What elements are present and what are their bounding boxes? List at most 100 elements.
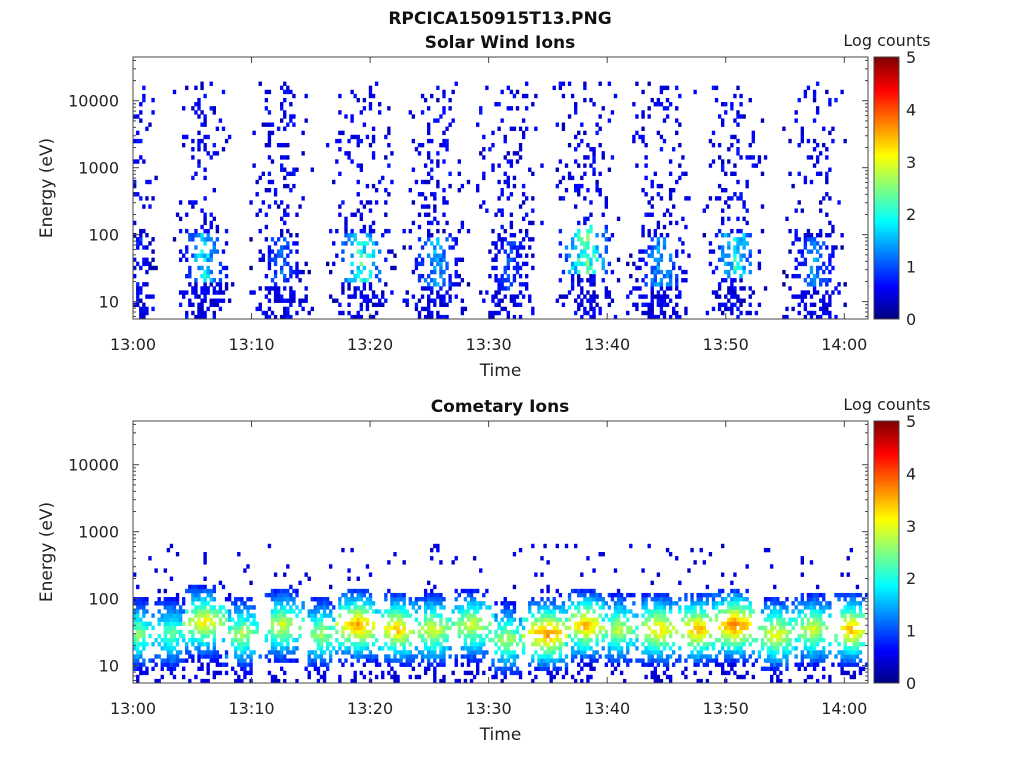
heatmap-cell <box>653 269 657 275</box>
heatmap-cell <box>668 597 673 602</box>
heatmap-cell <box>748 294 752 299</box>
heatmap-cell <box>583 646 587 651</box>
heatmap-cell <box>809 179 814 185</box>
heatmap-cell <box>748 286 752 291</box>
heatmap-cell <box>362 629 367 635</box>
heatmap-cell <box>212 642 216 647</box>
heatmap-cell <box>393 621 397 626</box>
heatmap-cell <box>809 654 814 659</box>
heatmap-cell <box>815 110 820 115</box>
heatmap-cell <box>659 183 664 189</box>
colorbar-segment <box>874 157 899 161</box>
heatmap-cell <box>570 646 575 651</box>
heatmap-cell <box>283 678 287 684</box>
heatmap-cell <box>463 678 468 684</box>
heatmap-cell <box>227 613 232 618</box>
heatmap-cell <box>200 609 204 614</box>
heatmap-cell <box>665 601 670 606</box>
heatmap-cell <box>730 597 734 602</box>
heatmap-cell <box>770 597 774 602</box>
heatmap-cell <box>405 662 409 667</box>
heatmap-cell <box>188 273 192 279</box>
heatmap-cell <box>733 642 737 647</box>
colorbar-segment <box>874 177 899 180</box>
heatmap-cell <box>365 294 370 299</box>
heatmap-cell <box>684 613 688 618</box>
heatmap-cell <box>531 102 535 107</box>
heatmap-cell <box>172 621 177 626</box>
heatmap-cell <box>662 662 667 667</box>
heatmap-cell <box>221 637 226 643</box>
heatmap-cell <box>739 298 743 303</box>
heatmap-cell <box>659 278 664 283</box>
heatmap-cell <box>374 637 379 643</box>
heatmap-cell <box>626 642 630 647</box>
heatmap-cell <box>169 625 174 631</box>
heatmap-cell <box>194 85 198 91</box>
heatmap-cell <box>270 130 275 136</box>
heatmap-cell <box>182 609 186 614</box>
heatmap-cell <box>819 592 823 598</box>
heatmap-cell <box>702 642 706 647</box>
heatmap-cell <box>537 609 541 614</box>
heatmap-cell <box>589 617 593 622</box>
heatmap-cell <box>439 601 443 606</box>
heatmap-cell <box>209 81 213 86</box>
heatmap-cell <box>341 592 345 598</box>
heatmap-cell <box>166 597 171 602</box>
heatmap-cell <box>791 646 795 651</box>
heatmap-cell <box>684 278 688 283</box>
heatmap-cell <box>209 588 213 594</box>
heatmap-cell <box>531 597 535 602</box>
heatmap-cell <box>427 130 431 136</box>
heatmap-cell <box>506 310 510 316</box>
heatmap-cell <box>133 609 137 614</box>
heatmap-cell <box>574 654 578 659</box>
heatmap-cell <box>427 294 431 299</box>
heatmap-cell <box>503 306 507 312</box>
heatmap-cell <box>237 609 241 614</box>
heatmap-cell <box>283 245 287 250</box>
heatmap-cell <box>442 106 446 111</box>
heatmap-cell <box>469 650 474 655</box>
heatmap-cell <box>172 625 177 631</box>
heatmap-cell <box>218 290 223 295</box>
heatmap-cell <box>721 633 725 639</box>
heatmap-cell <box>650 662 654 667</box>
heatmap-cell <box>525 106 529 111</box>
heatmap-cell <box>506 85 510 91</box>
heatmap-cell <box>574 159 578 164</box>
heatmap-cell <box>748 155 752 160</box>
colorbar-segment <box>874 281 899 285</box>
heatmap-cell <box>650 204 654 209</box>
heatmap-cell <box>212 249 216 254</box>
heatmap-cell <box>166 650 171 655</box>
heatmap-cell <box>586 298 590 303</box>
heatmap-cell <box>325 261 330 267</box>
heatmap-cell <box>601 257 605 262</box>
heatmap-cell <box>800 592 804 598</box>
heatmap-cell <box>797 637 801 643</box>
heatmap-cell <box>145 601 149 606</box>
heatmap-cell <box>546 613 550 618</box>
heatmap-cell <box>249 613 253 618</box>
heatmap-cell <box>619 609 624 614</box>
heatmap-cell <box>417 192 422 197</box>
heatmap-cell <box>476 609 480 614</box>
heatmap-cell <box>616 613 621 618</box>
heatmap-cell <box>721 188 725 193</box>
heatmap-cell <box>188 637 192 643</box>
heatmap-cell <box>221 613 226 618</box>
heatmap-cell <box>733 621 737 626</box>
heatmap-cell <box>399 617 403 622</box>
heatmap-cell <box>197 253 201 258</box>
heatmap-cell <box>662 609 667 614</box>
colorbar-segment <box>874 102 899 106</box>
heatmap-cell <box>577 142 581 148</box>
heatmap-cell <box>656 282 661 287</box>
heatmap-cell <box>166 609 171 614</box>
heatmap-cell <box>280 245 284 250</box>
heatmap-cell <box>558 81 563 86</box>
heatmap-cell <box>197 617 201 622</box>
heatmap-cell <box>350 678 354 684</box>
